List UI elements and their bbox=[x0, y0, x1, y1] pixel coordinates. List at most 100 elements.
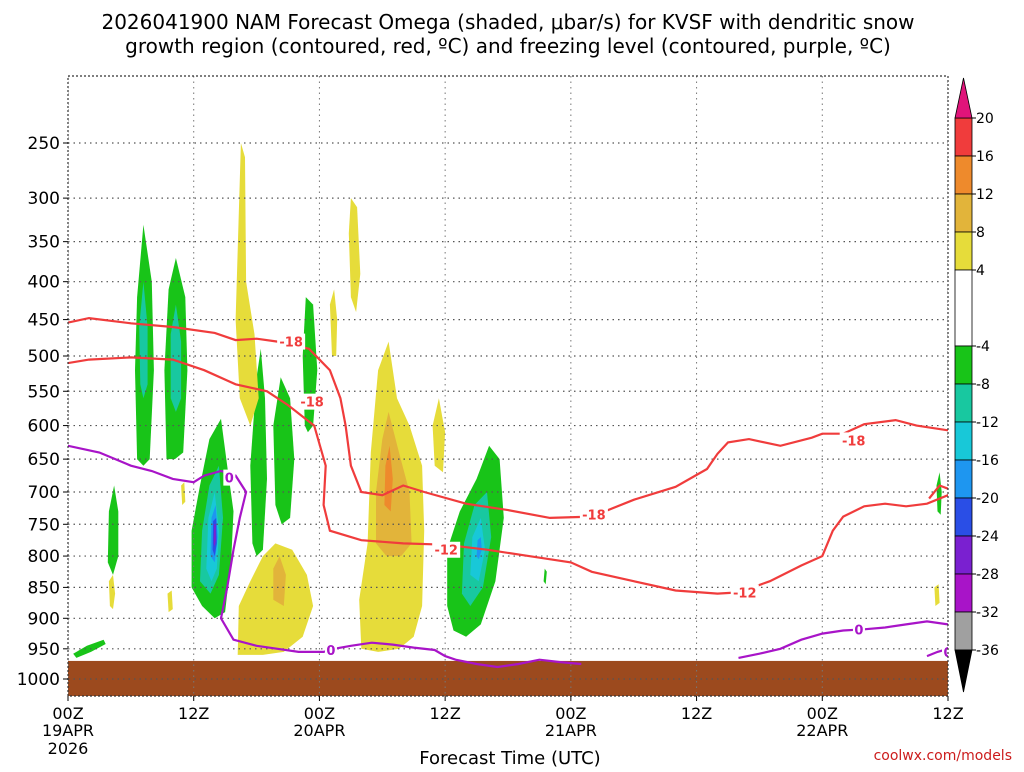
x-tick-label-48: 00Z bbox=[555, 704, 586, 723]
colorbar-label--28: -28 bbox=[976, 567, 999, 583]
y-tick-label-250: 250 bbox=[28, 134, 60, 154]
colorbar-band-7 bbox=[954, 421, 973, 461]
omega-region-green-strip-g bbox=[107, 485, 119, 575]
omega-region-purple-core-c bbox=[213, 524, 216, 547]
contour-label-bg-6 bbox=[223, 469, 236, 486]
contour-label-bg-8 bbox=[852, 621, 865, 638]
colorbar-band-2 bbox=[954, 193, 973, 233]
omega-region-yellow-speck-m bbox=[934, 584, 940, 606]
colorbar-band-12 bbox=[954, 611, 973, 651]
colorbar-label--36: -36 bbox=[976, 643, 999, 659]
colorbar-band-5 bbox=[954, 345, 973, 385]
colorbar-band-0 bbox=[954, 117, 973, 157]
colorbar-label-8: 8 bbox=[976, 225, 985, 241]
colorbar-over-triangle bbox=[954, 77, 973, 119]
contour-label-bg-0 bbox=[277, 333, 306, 350]
colorbar-label--24: -24 bbox=[976, 529, 999, 545]
colorbar-band-6 bbox=[954, 383, 973, 423]
y-tick-label-750: 750 bbox=[28, 515, 60, 535]
contour-label-bg-3 bbox=[839, 432, 868, 449]
x-tick-year-0: 2026 bbox=[48, 739, 89, 758]
temperature-contour-2 bbox=[928, 484, 948, 500]
x-tick-label-12: 12Z bbox=[178, 704, 209, 723]
y-tick-label-550: 550 bbox=[28, 382, 60, 402]
y-tick-label-450: 450 bbox=[28, 311, 60, 331]
chart-title-line2: growth region (contoured, red, ºC) and f… bbox=[125, 34, 891, 58]
y-tick-label-650: 650 bbox=[28, 450, 60, 470]
colorbar-label--12: -12 bbox=[976, 415, 999, 431]
contour-label-bg-4 bbox=[432, 541, 461, 558]
contour-label-1: -18 bbox=[300, 396, 324, 411]
contour-label-bg-9 bbox=[942, 643, 948, 660]
contour-label-bg-1 bbox=[298, 393, 327, 410]
omega-region-yellow-column-c bbox=[235, 143, 259, 426]
omega-region-yellow-blob-h bbox=[432, 398, 446, 473]
y-tick-label-400: 400 bbox=[28, 273, 60, 293]
colorbar-under-triangle bbox=[954, 649, 973, 693]
contour-label-6: 0 bbox=[225, 472, 234, 487]
colorbar-band-11 bbox=[954, 573, 973, 613]
y-tick-label-700: 700 bbox=[28, 483, 60, 503]
contour-label-2: -18 bbox=[582, 509, 606, 524]
colorbar-label-20: 20 bbox=[976, 111, 994, 127]
colorbar-band-3 bbox=[954, 231, 973, 271]
omega-region-teal-core-b bbox=[170, 304, 182, 412]
y-tick-label-600: 600 bbox=[28, 417, 60, 437]
omega-region-teal-core-a bbox=[139, 281, 148, 399]
plot-area: -18 -18 -18 -18 -12 -12 0 0 0 0 250 300 350 400 450 500… bbox=[17, 75, 964, 758]
colorbar-label--32: -32 bbox=[976, 605, 999, 621]
contour-label-bg-7 bbox=[324, 642, 337, 659]
omega-region-green-speck-j bbox=[543, 568, 547, 585]
colorbar-label--4: -4 bbox=[976, 339, 990, 355]
x-tick-date-24: 20APR bbox=[293, 721, 345, 740]
x-tick-label-60: 12Z bbox=[681, 704, 712, 723]
plot-clipped-group: -18 -18 -18 -18 -12 -12 0 0 0 0 bbox=[68, 76, 952, 696]
colorbar-label-12: 12 bbox=[976, 187, 994, 203]
y-tick-label-500: 500 bbox=[28, 347, 60, 367]
omega-region-yellow-column-e bbox=[348, 198, 361, 313]
y-tick-label-850: 850 bbox=[28, 578, 60, 598]
omega-region-green-column-e bbox=[273, 377, 295, 525]
x-tick-label-36: 12Z bbox=[429, 704, 460, 723]
contour-label-0: -18 bbox=[279, 336, 303, 351]
x-tick-label-84: 12Z bbox=[932, 704, 963, 723]
y-tick-label-950: 950 bbox=[28, 640, 60, 660]
contour-label-5: -12 bbox=[733, 586, 757, 601]
x-tick-label-24: 00Z bbox=[304, 704, 335, 723]
x-tick-label-0: 00Z bbox=[52, 704, 83, 723]
contour-label-8: 0 bbox=[854, 623, 863, 638]
x-tick-date-48: 21APR bbox=[545, 721, 597, 740]
omega-region-yellow-speck-j bbox=[108, 574, 116, 610]
omega-region-yellow-column-f bbox=[329, 289, 338, 356]
colorbar-label--16: -16 bbox=[976, 453, 999, 469]
omega-region-yellow-speck-k bbox=[167, 590, 173, 613]
colorbar-band-1 bbox=[954, 155, 973, 195]
omega-region-yellow-column-b bbox=[208, 157, 211, 217]
colorbar-band-8 bbox=[954, 459, 973, 499]
contour-label-9: 0 bbox=[943, 646, 952, 661]
temperature-contour-1 bbox=[68, 356, 948, 595]
x-axis-label: Forecast Time (UTC) bbox=[419, 748, 600, 768]
colorbar-band-9 bbox=[954, 497, 973, 537]
plot-frame bbox=[67, 75, 949, 697]
contour-label-3: -18 bbox=[842, 434, 866, 449]
omega-region-gold-core-i bbox=[273, 556, 286, 606]
contour-label-bg-5 bbox=[730, 584, 759, 601]
chart-title-line1: 2026041900 NAM Forecast Omega (shaded, μ… bbox=[101, 10, 914, 34]
y-tick-label-300: 300 bbox=[28, 189, 60, 209]
colorbar-label--20: -20 bbox=[976, 491, 999, 507]
colorbar-legend: 20 16 12 8 4 -4 -8 -12 -16 -20 -24 -28 -32 -36 bbox=[954, 77, 999, 693]
omega-region-orange-core-g bbox=[384, 445, 393, 512]
omega-region-gold-core-g bbox=[376, 411, 412, 557]
y-tick-label-1000: 1000 bbox=[17, 670, 60, 690]
colorbar-band-10 bbox=[954, 535, 973, 575]
credit-text: coolwx.com/models bbox=[874, 748, 1012, 764]
x-tick-date-0: 19APR bbox=[42, 721, 94, 740]
y-tick-label-800: 800 bbox=[28, 547, 60, 567]
freezing-level-contour-0 bbox=[68, 444, 582, 669]
contour-label-bg-2 bbox=[579, 506, 608, 523]
colorbar-label-16: 16 bbox=[976, 149, 994, 165]
freezing-level-contour-1 bbox=[738, 620, 948, 659]
